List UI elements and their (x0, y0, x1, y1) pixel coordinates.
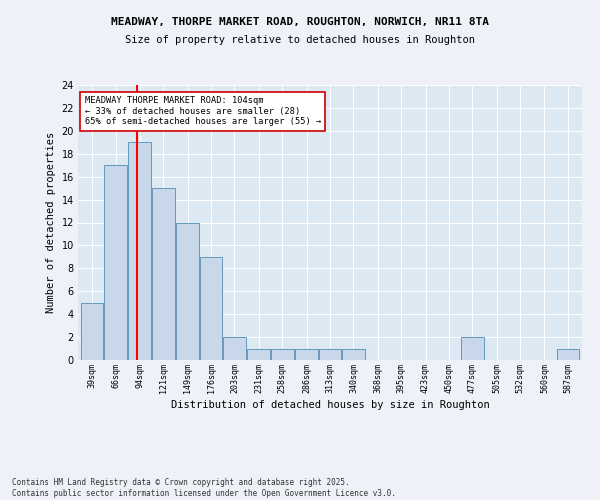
Bar (247, 348, 270, 360)
Bar (342, 348, 365, 360)
Bar (271, 348, 293, 360)
Bar (80, 302, 103, 360)
Text: Size of property relative to detached houses in Roughton: Size of property relative to detached ho… (125, 35, 475, 45)
Bar (223, 337, 246, 360)
Bar (200, 257, 223, 360)
Bar (295, 348, 318, 360)
Y-axis label: Number of detached properties: Number of detached properties (46, 132, 56, 313)
Bar (152, 188, 175, 360)
Bar (128, 142, 151, 360)
Bar (104, 165, 127, 360)
X-axis label: Distribution of detached houses by size in Roughton: Distribution of detached houses by size … (170, 400, 490, 409)
Text: Contains HM Land Registry data © Crown copyright and database right 2025.
Contai: Contains HM Land Registry data © Crown c… (12, 478, 396, 498)
Bar (461, 337, 484, 360)
Text: MEADWAY, THORPE MARKET ROAD, ROUGHTON, NORWICH, NR11 8TA: MEADWAY, THORPE MARKET ROAD, ROUGHTON, N… (111, 18, 489, 28)
Text: MEADWAY THORPE MARKET ROAD: 104sqm
← 33% of detached houses are smaller (28)
65%: MEADWAY THORPE MARKET ROAD: 104sqm ← 33%… (85, 96, 321, 126)
Bar (557, 348, 580, 360)
Bar (176, 222, 199, 360)
Bar (319, 348, 341, 360)
